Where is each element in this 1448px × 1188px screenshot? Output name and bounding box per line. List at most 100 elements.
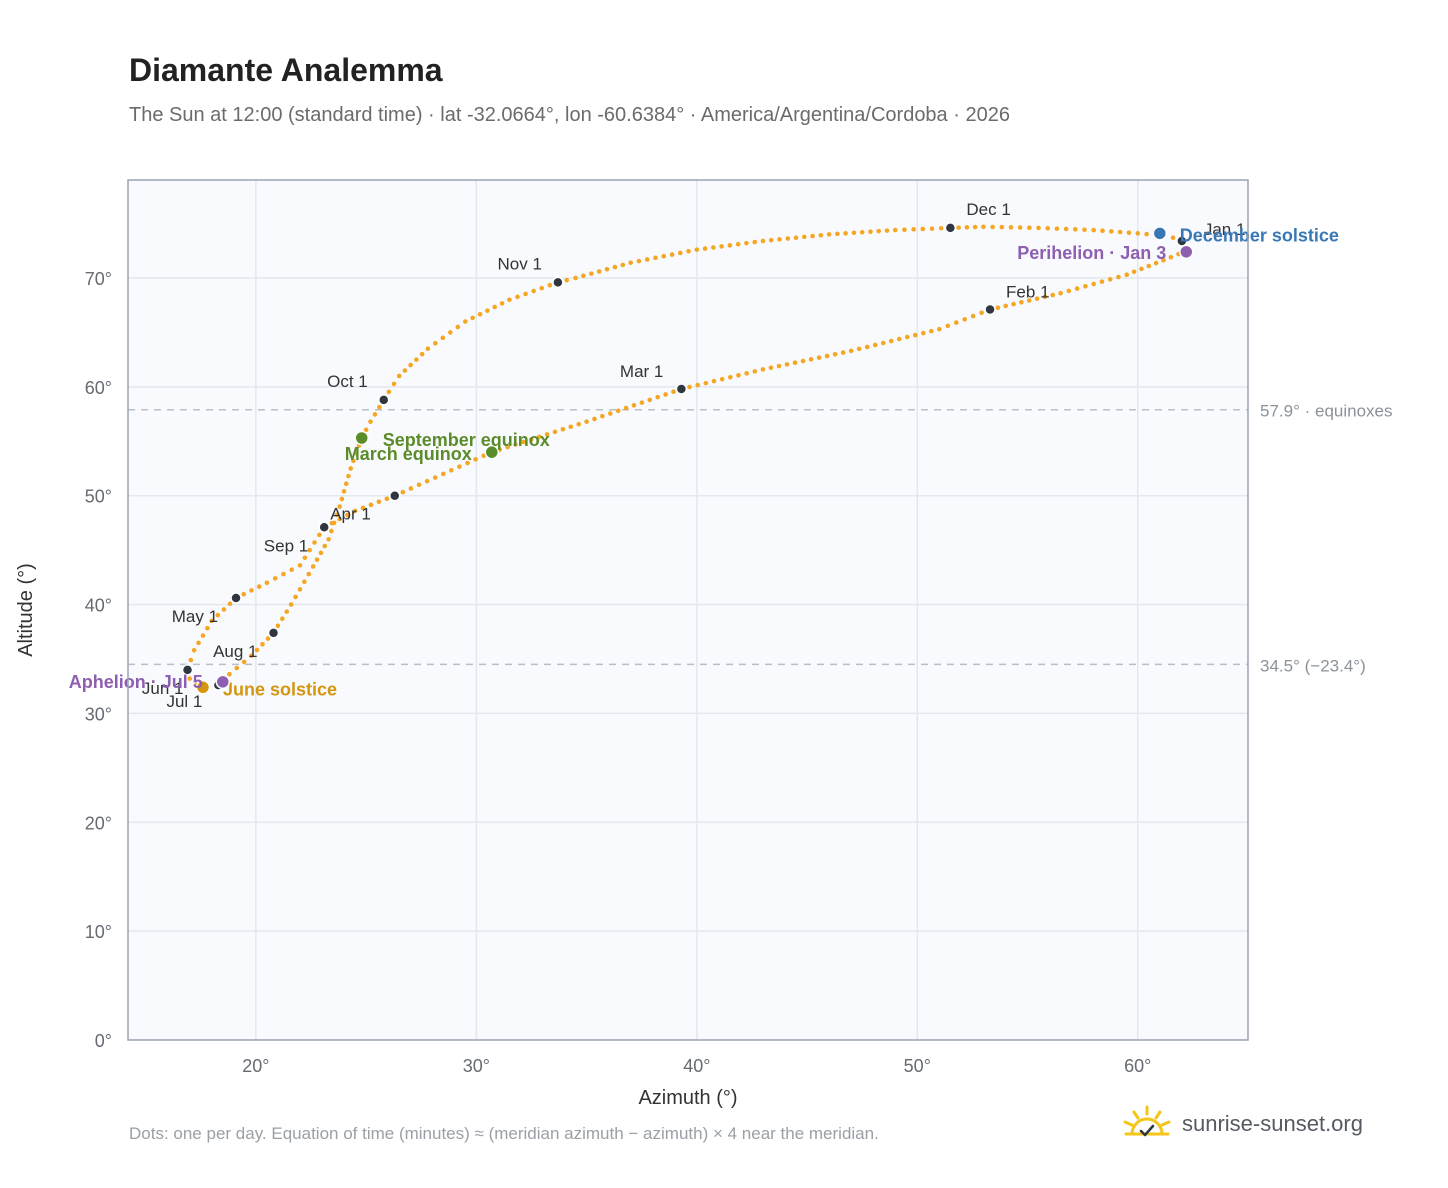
daily-sun-dot	[647, 397, 653, 403]
daily-sun-dot	[752, 369, 758, 374]
daily-sun-dot	[481, 453, 486, 459]
daily-sun-dot	[568, 424, 574, 430]
daily-sun-dot	[312, 540, 317, 545]
daily-sun-dot	[576, 421, 581, 427]
daily-sun-dot	[297, 587, 303, 592]
daily-sun-dot	[979, 310, 984, 316]
daily-sun-dot	[264, 580, 270, 586]
daily-sun-dot	[801, 234, 807, 240]
daily-sun-dot	[227, 671, 232, 677]
x-tick-label: 60°	[1124, 1056, 1151, 1076]
daily-sun-dot	[341, 489, 347, 494]
daily-sun-dot	[368, 419, 373, 424]
daily-sun-dot	[1153, 260, 1159, 266]
event-label: Aphelion · Jul 5	[69, 672, 203, 692]
y-tick-label: 50°	[85, 487, 112, 507]
daily-sun-dot	[408, 362, 413, 368]
daily-sun-dot	[711, 245, 716, 250]
month-marker	[389, 489, 401, 502]
daily-sun-dot	[1045, 225, 1051, 231]
daily-sun-dot	[824, 353, 830, 359]
month-marker-label: Jul 1	[166, 692, 202, 711]
daily-sun-dot	[280, 616, 285, 622]
daily-sun-dot	[912, 332, 918, 338]
daily-sun-dot	[818, 232, 824, 238]
daily-sun-dot	[433, 340, 438, 346]
event-marker	[1179, 244, 1194, 260]
daily-sun-dot	[990, 224, 995, 230]
daily-sun-dot	[477, 311, 483, 317]
daily-sun-dot	[752, 239, 757, 245]
daily-sun-dot	[999, 224, 1005, 230]
daily-sun-dot	[653, 255, 658, 261]
daily-sun-dot	[744, 371, 749, 376]
daily-sun-dot	[921, 330, 926, 336]
daily-sun-dot	[322, 543, 328, 549]
daily-sun-dot	[573, 275, 578, 281]
daily-sun-dot	[302, 555, 308, 561]
brand-name[interactable]: sunrise-sunset.org	[1182, 1111, 1363, 1136]
daily-sun-dot	[816, 355, 822, 360]
daily-sun-dot	[1117, 229, 1123, 235]
daily-sun-dot	[832, 351, 838, 357]
daily-sun-dot	[615, 408, 621, 414]
daily-sun-dot	[810, 233, 815, 239]
daily-sun-dot	[972, 224, 978, 230]
daily-sun-dot	[728, 374, 733, 380]
event-label: June solstice	[223, 679, 337, 699]
reference-line-label: 34.5° (−23.4°)	[1260, 656, 1366, 675]
daily-sun-dot	[695, 382, 701, 388]
month-marker-label: Mar 1	[620, 362, 663, 381]
daily-sun-dot	[455, 324, 461, 330]
daily-sun-dot	[843, 231, 848, 236]
daily-sun-dot	[1058, 290, 1063, 296]
daily-sun-dot	[196, 640, 201, 646]
daily-sun-dot	[345, 512, 350, 518]
daily-sun-dot	[904, 334, 910, 340]
event-marker	[354, 430, 369, 446]
daily-sun-dot	[1036, 225, 1041, 231]
daily-sun-dot	[1042, 294, 1048, 300]
daily-sun-dot	[920, 226, 926, 232]
daily-sun-dot	[337, 504, 342, 509]
daily-sun-dot	[547, 282, 553, 288]
daily-sun-dot	[945, 323, 951, 329]
month-marker	[984, 303, 996, 316]
daily-sun-dot	[962, 317, 967, 322]
daily-sun-dot	[995, 305, 1001, 311]
daily-sun-dot	[864, 344, 870, 350]
brand[interactable]: sunrise-sunset.org	[1122, 1104, 1363, 1144]
daily-sun-dot	[1072, 227, 1078, 232]
month-marker	[1176, 235, 1188, 247]
month-marker-label: Jan 1	[1204, 220, 1246, 239]
event-label: March equinox	[345, 444, 472, 464]
daily-sun-dot	[440, 335, 446, 341]
daily-sun-dot	[1054, 226, 1060, 231]
daily-sun-dot	[1063, 226, 1069, 232]
x-tick-label: 40°	[683, 1056, 710, 1076]
x-axis-label: Azimuth (°)	[638, 1087, 737, 1109]
daily-sun-dot	[424, 478, 430, 484]
daily-sun-dot	[868, 229, 873, 235]
daily-sun-dot	[289, 567, 295, 573]
daily-sun-dot	[368, 502, 374, 508]
daily-sun-dot	[1091, 281, 1096, 287]
daily-sun-dot	[785, 236, 791, 241]
daily-sun-dot	[310, 564, 316, 569]
daily-sun-dot	[1139, 266, 1144, 272]
daily-sun-dot	[727, 243, 733, 248]
daily-sun-dot	[314, 557, 320, 562]
daily-sun-dot	[465, 460, 470, 466]
daily-sun-dot	[1008, 225, 1014, 230]
month-marker-label: Aug 1	[213, 642, 257, 661]
daily-sun-dot	[956, 225, 961, 230]
daily-sun-dot	[348, 466, 353, 471]
daily-sun-dot	[929, 226, 935, 231]
daily-sun-dot	[377, 404, 382, 410]
daily-sun-dot	[1091, 227, 1096, 233]
daily-sun-dot	[288, 602, 294, 607]
daily-sun-dot	[760, 238, 766, 244]
month-marker	[230, 592, 242, 604]
daily-sun-dot	[521, 439, 526, 445]
daily-sun-dot	[302, 579, 307, 584]
